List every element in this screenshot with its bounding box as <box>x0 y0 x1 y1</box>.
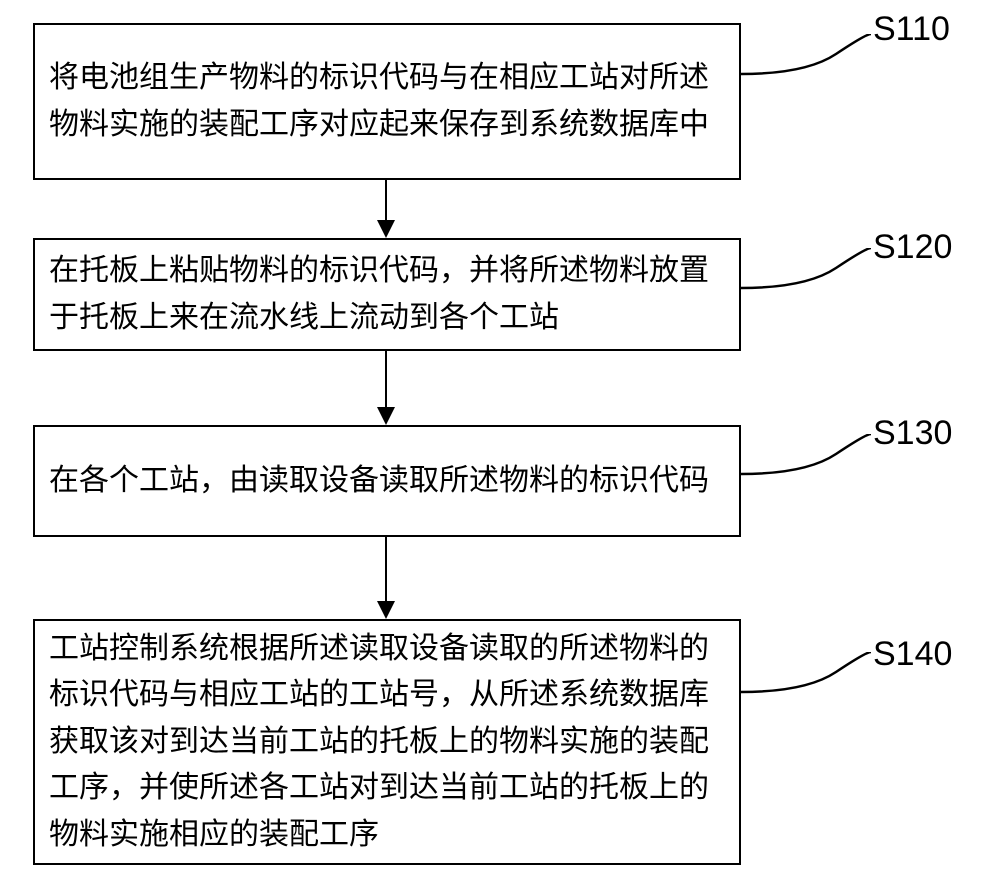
flow-step-s120: 在托板上粘贴物料的标识代码，并将所述物料放置于托板上来在流水线上流动到各个工站 <box>33 238 741 351</box>
arrow-line <box>385 537 387 601</box>
flow-step-text: 将电池组生产物料的标识代码与在相应工站对所述物料实施的装配工序对应起来保存到系统… <box>49 55 725 148</box>
arrow-head-icon <box>377 220 395 238</box>
flow-step-s110: 将电池组生产物料的标识代码与在相应工站对所述物料实施的装配工序对应起来保存到系统… <box>33 23 741 180</box>
flowchart-canvas: 将电池组生产物料的标识代码与在相应工站对所述物料实施的装配工序对应起来保存到系统… <box>0 0 1000 877</box>
flow-step-text: 工站控制系统根据所述读取设备读取的所述物料的标识代码与相应工站的工站号，从所述系… <box>49 626 725 859</box>
connector-curve <box>741 248 871 292</box>
connector-curve <box>741 652 871 696</box>
connector-curve <box>741 34 871 78</box>
flow-step-text: 在各个工站，由读取设备读取所述物料的标识代码 <box>49 458 725 505</box>
flow-step-label-s110: S110 <box>873 10 950 49</box>
flow-step-label-s140: S140 <box>873 635 952 674</box>
flow-step-label-s130: S130 <box>873 414 952 453</box>
arrow-head-icon <box>377 601 395 619</box>
flow-step-text: 在托板上粘贴物料的标识代码，并将所述物料放置于托板上来在流水线上流动到各个工站 <box>49 248 725 341</box>
arrow-head-icon <box>377 407 395 425</box>
arrow-line <box>385 180 387 220</box>
flow-step-label-s120: S120 <box>873 228 952 267</box>
connector-curve <box>741 434 871 478</box>
flow-step-s130: 在各个工站，由读取设备读取所述物料的标识代码 <box>33 425 741 537</box>
arrow-line <box>385 351 387 407</box>
flow-step-s140: 工站控制系统根据所述读取设备读取的所述物料的标识代码与相应工站的工站号，从所述系… <box>33 619 741 865</box>
